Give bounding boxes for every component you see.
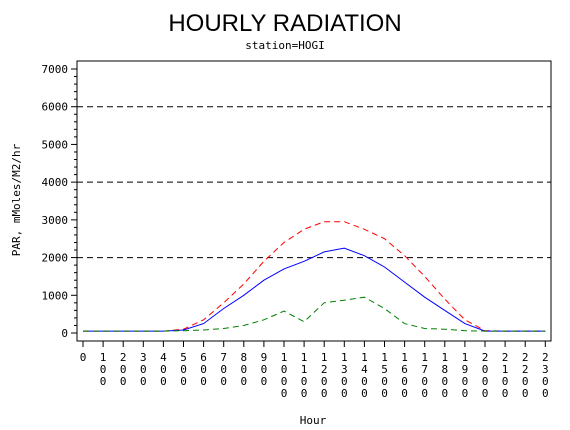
- y-tick-label: 6000: [42, 101, 69, 114]
- y-tick-label: 0: [61, 327, 68, 340]
- series-line-2: [83, 247, 546, 332]
- series-line-3: [83, 296, 546, 332]
- y-tick-label: 4000: [42, 176, 69, 189]
- y-tick-label: 7000: [42, 63, 69, 76]
- y-tick-label: 1000: [42, 289, 69, 302]
- y-tick-label: 5000: [42, 138, 69, 151]
- chart-subtitle: station=HOGI: [245, 39, 324, 52]
- series-line-1: [83, 221, 546, 332]
- chart-title: HOURLY RADIATION: [168, 10, 401, 37]
- y-tick-label: 2000: [42, 252, 69, 265]
- plot-frame: [76, 60, 552, 342]
- x-tick-label: 0: [80, 351, 87, 364]
- plot-area: 0 1000 2000 3000 4000 5000 6000 7000 0 1 0 0 2 0 0 3 0 0 4…: [42, 60, 552, 400]
- x-axis-label: Hour: [300, 414, 327, 427]
- y-axis-label: PAR, mMoles/M2/hr: [10, 143, 23, 256]
- y-tick-label: 3000: [42, 214, 69, 227]
